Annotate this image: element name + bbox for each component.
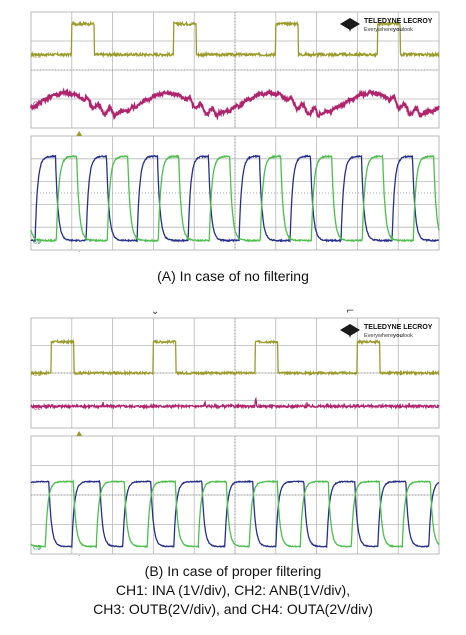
stray-mark-right: ⌐: [346, 306, 355, 317]
panel-upper: C1 C2: [30, 317, 440, 429]
logo-tagline: Everywhereyoulook: [364, 27, 413, 33]
teledyne-lecroy-logo: TELEDYNE LECROY Everywhereyoulook: [340, 324, 433, 339]
scope-screen-b: C1 C2 C3 C4 TELEDYNE LECROY Everywhereyoulook: [30, 316, 440, 556]
logo-tagline-plain: Everywhere: [364, 333, 393, 339]
trace-c3: [30, 153, 440, 243]
channel-label-c3: C3: [33, 239, 41, 246]
logo-tagline-plain: Everywhere: [364, 27, 393, 33]
trigger-marker-bottom: [78, 251, 80, 252]
logo-tagline-end: look: [403, 333, 413, 339]
channel-label-c1: C1: [33, 371, 41, 378]
trace-c4: [30, 154, 440, 243]
logo-mark-stem-icon: [347, 22, 353, 32]
logo-brand: TELEDYNE LECROY: [364, 18, 433, 25]
trigger-marker-top: [76, 431, 83, 436]
trace-c2: [30, 87, 440, 121]
teledyne-lecroy-logo: TELEDYNE LECROY Everywhereyoulook: [340, 18, 433, 33]
caption-b-line3: CH3: OUTB(2V/div), and CH4: OUTA(2V/div): [93, 601, 373, 617]
panel-upper: C1 C2: [30, 11, 440, 129]
caption-a: (A) In case of no filtering: [157, 268, 309, 284]
logo-tagline-bold: you: [393, 333, 403, 339]
channel-label-c1: C1: [33, 53, 41, 60]
logo-tagline-bold: you: [393, 27, 403, 33]
logo-mark-stem-icon: [347, 328, 353, 338]
trace-c1: [30, 20, 440, 59]
trigger-marker-bottom: [78, 555, 80, 556]
trace-c1: [30, 338, 440, 377]
caption-b: (B) In case of proper filtering CH1: INA…: [0, 562, 466, 619]
trace-c3: [30, 479, 440, 549]
scope-screen-a: C1 C2 C3 C4 TELEDYNE LECROY Everywhereyoulook: [30, 10, 440, 252]
trigger-marker-top: [76, 131, 83, 136]
logo-brand: TELEDYNE LECROY: [364, 324, 433, 331]
caption-b-line2: CH1: INA (1V/div), CH2: ANB(1V/div),: [115, 582, 351, 598]
stray-mark-left: ⌄: [151, 306, 160, 317]
channel-label-c2: C2: [33, 404, 41, 411]
trace-c4: [30, 479, 440, 549]
channel-label-c2: C2: [33, 101, 41, 108]
logo-tagline-end: look: [403, 27, 413, 33]
caption-b-line1: (B) In case of proper filtering: [144, 563, 322, 579]
channel-label-c3: C3: [33, 545, 41, 552]
channel-label-c4: C4: [33, 239, 41, 246]
trace-c2: [30, 396, 440, 411]
channel-label-c4: C4: [33, 545, 41, 552]
logo-tagline: Everywhereyoulook: [364, 333, 413, 339]
